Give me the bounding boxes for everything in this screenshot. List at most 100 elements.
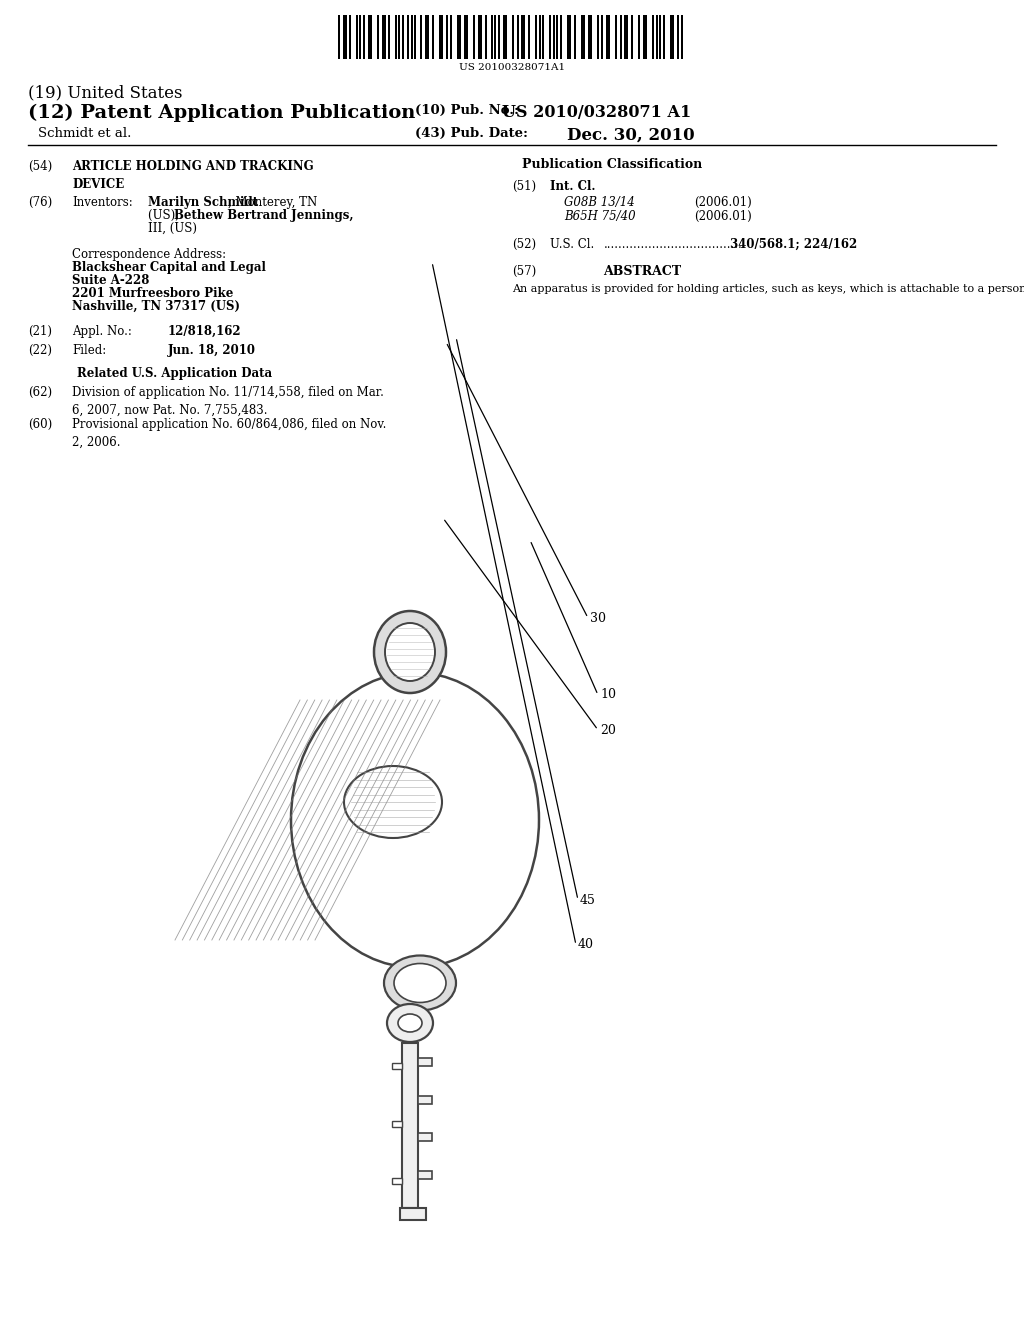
- Bar: [445, 15, 447, 59]
- Bar: [631, 15, 633, 59]
- Bar: [615, 15, 617, 59]
- Bar: [364, 15, 366, 59]
- Bar: [412, 15, 414, 59]
- Bar: [418, 1096, 432, 1104]
- Bar: [503, 15, 505, 59]
- Text: Int. Cl.: Int. Cl.: [550, 180, 596, 193]
- Text: (10) Pub. No.:: (10) Pub. No.:: [415, 104, 519, 117]
- FancyBboxPatch shape: [402, 1043, 418, 1208]
- Bar: [460, 15, 462, 59]
- Text: 30: 30: [590, 611, 606, 624]
- Bar: [451, 15, 453, 59]
- Text: (12) Patent Application Publication: (12) Patent Application Publication: [28, 104, 416, 123]
- Text: Related U.S. Application Data: Related U.S. Application Data: [78, 367, 272, 380]
- Text: Schmidt et al.: Schmidt et al.: [38, 127, 131, 140]
- Ellipse shape: [344, 766, 442, 838]
- Bar: [427, 15, 429, 59]
- Bar: [464, 15, 466, 59]
- Text: (51): (51): [512, 180, 537, 193]
- Bar: [438, 15, 440, 59]
- Bar: [425, 15, 427, 59]
- Bar: [466, 15, 468, 59]
- Ellipse shape: [398, 1014, 422, 1032]
- Bar: [638, 15, 640, 59]
- Bar: [395, 15, 397, 59]
- Text: (US);: (US);: [148, 209, 183, 222]
- Text: Appl. No.:: Appl. No.:: [72, 325, 132, 338]
- Bar: [583, 15, 585, 59]
- Text: Suite A-228: Suite A-228: [72, 275, 150, 286]
- Text: (22): (22): [28, 345, 52, 356]
- Text: 45: 45: [580, 894, 596, 907]
- Text: 40: 40: [578, 939, 594, 952]
- Bar: [441, 15, 443, 59]
- Text: 10: 10: [600, 689, 616, 701]
- Bar: [457, 15, 459, 59]
- Bar: [560, 15, 562, 59]
- Bar: [549, 15, 551, 59]
- Bar: [573, 15, 575, 59]
- Bar: [590, 15, 592, 59]
- Text: Jun. 18, 2010: Jun. 18, 2010: [168, 345, 256, 356]
- Bar: [673, 15, 674, 59]
- Ellipse shape: [385, 623, 435, 681]
- Bar: [384, 15, 386, 59]
- Text: (43) Pub. Date:: (43) Pub. Date:: [415, 127, 528, 140]
- Bar: [392, 1177, 402, 1184]
- Bar: [402, 15, 404, 59]
- Bar: [656, 15, 658, 59]
- Bar: [542, 15, 544, 59]
- Text: 340/568.1; 224/162: 340/568.1; 224/162: [730, 238, 857, 251]
- Text: 12/818,162: 12/818,162: [168, 325, 242, 338]
- Bar: [521, 15, 523, 59]
- Text: Inventors:: Inventors:: [72, 195, 133, 209]
- Bar: [528, 15, 530, 59]
- Text: (57): (57): [512, 265, 537, 279]
- Bar: [349, 15, 351, 59]
- Text: (2006.01): (2006.01): [694, 195, 752, 209]
- Text: US 20100328071A1: US 20100328071A1: [459, 63, 565, 73]
- Bar: [484, 15, 486, 59]
- Text: Filed:: Filed:: [72, 345, 106, 356]
- Text: U.S. Cl.: U.S. Cl.: [550, 238, 594, 251]
- Bar: [569, 15, 571, 59]
- Bar: [620, 15, 622, 59]
- Text: Correspondence Address:: Correspondence Address:: [72, 248, 226, 261]
- Text: Division of application No. 11/714,558, filed on Mar.
6, 2007, now Pat. No. 7,75: Division of application No. 11/714,558, …: [72, 385, 384, 417]
- Ellipse shape: [387, 1005, 433, 1041]
- Text: Provisional application No. 60/864,086, filed on Nov.
2, 2006.: Provisional application No. 60/864,086, …: [72, 418, 386, 449]
- Bar: [645, 15, 647, 59]
- Bar: [677, 15, 679, 59]
- Text: 20: 20: [600, 723, 615, 737]
- Bar: [358, 15, 360, 59]
- Bar: [651, 15, 653, 59]
- Bar: [540, 15, 542, 59]
- Bar: [670, 15, 672, 59]
- Text: B65H 75/40: B65H 75/40: [564, 210, 636, 223]
- Bar: [418, 1059, 432, 1067]
- Text: , Monterey, TN: , Monterey, TN: [228, 195, 317, 209]
- Text: ARTICLE HOLDING AND TRACKING
DEVICE: ARTICLE HOLDING AND TRACKING DEVICE: [72, 160, 313, 191]
- Bar: [535, 15, 537, 59]
- Bar: [343, 15, 345, 59]
- Bar: [608, 15, 610, 59]
- Text: (62): (62): [28, 385, 52, 399]
- Text: US 2010/0328071 A1: US 2010/0328071 A1: [502, 104, 691, 121]
- Text: (19) United States: (19) United States: [28, 84, 182, 102]
- Bar: [480, 15, 482, 59]
- Text: (76): (76): [28, 195, 52, 209]
- Text: (21): (21): [28, 325, 52, 338]
- Bar: [492, 15, 494, 59]
- Ellipse shape: [374, 611, 446, 693]
- Bar: [588, 15, 590, 59]
- Bar: [345, 15, 347, 59]
- Bar: [432, 15, 434, 59]
- Bar: [473, 15, 475, 59]
- Bar: [388, 15, 390, 59]
- Text: (2006.01): (2006.01): [694, 210, 752, 223]
- Bar: [555, 15, 557, 59]
- Bar: [681, 15, 683, 59]
- Bar: [523, 15, 525, 59]
- Bar: [338, 15, 340, 59]
- Text: (60): (60): [28, 418, 52, 432]
